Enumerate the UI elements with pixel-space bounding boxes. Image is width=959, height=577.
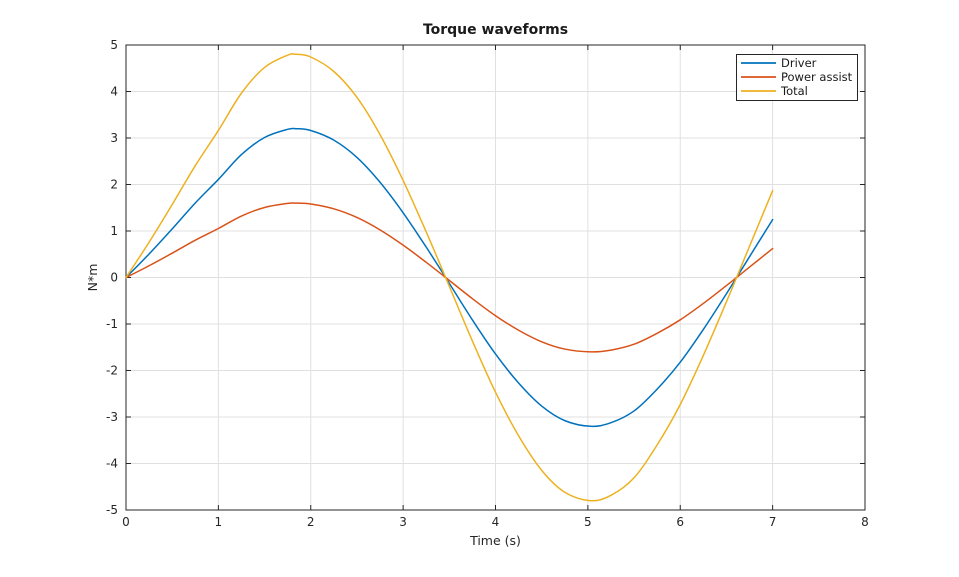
x-tick-label: 5 xyxy=(584,515,592,529)
y-tick-label: 3 xyxy=(110,131,118,145)
legend-label-power-assist: Power assist xyxy=(781,70,853,84)
tick-marks xyxy=(125,44,866,511)
legend[interactable]: Driver Power assist Total xyxy=(736,54,858,101)
grid-lines xyxy=(126,45,865,510)
y-tick-label: -1 xyxy=(106,317,118,331)
x-tick-label: 0 xyxy=(122,515,130,529)
y-tick-label: -2 xyxy=(106,364,118,378)
legend-item-total[interactable]: Total xyxy=(741,84,808,98)
y-tick-label: 0 xyxy=(110,271,118,285)
x-tick-label: 3 xyxy=(399,515,407,529)
y-tick-label: -3 xyxy=(106,410,118,424)
x-tick-label: 7 xyxy=(769,515,777,529)
y-tick-label: -4 xyxy=(106,457,118,471)
total-curve xyxy=(125,53,774,502)
x-tick-label: 2 xyxy=(307,515,315,529)
data-curves xyxy=(125,53,774,502)
x-axis-label: Time (s) xyxy=(469,533,521,548)
y-tick-label: -5 xyxy=(106,503,118,517)
y-tick-label: 5 xyxy=(110,38,118,52)
x-tick-label: 4 xyxy=(492,515,500,529)
x-tick-labels: 0 1 2 3 4 5 6 7 8 xyxy=(122,515,869,529)
legend-item-driver[interactable]: Driver xyxy=(741,56,817,70)
y-tick-label: 2 xyxy=(110,178,118,192)
x-tick-label: 1 xyxy=(215,515,223,529)
y-axis-label: N*m xyxy=(85,264,100,292)
x-tick-label: 6 xyxy=(676,515,684,529)
y-tick-labels: -5 -4 -3 -2 -1 0 1 2 3 4 5 xyxy=(106,38,118,517)
legend-item-power-assist[interactable]: Power assist xyxy=(741,70,853,84)
plot-title: Torque waveforms xyxy=(423,22,568,38)
x-tick-label: 8 xyxy=(861,515,869,529)
y-tick-label: 4 xyxy=(110,85,118,99)
legend-label-total: Total xyxy=(780,84,808,98)
legend-label-driver: Driver xyxy=(781,56,817,70)
y-tick-label: 1 xyxy=(110,224,118,238)
